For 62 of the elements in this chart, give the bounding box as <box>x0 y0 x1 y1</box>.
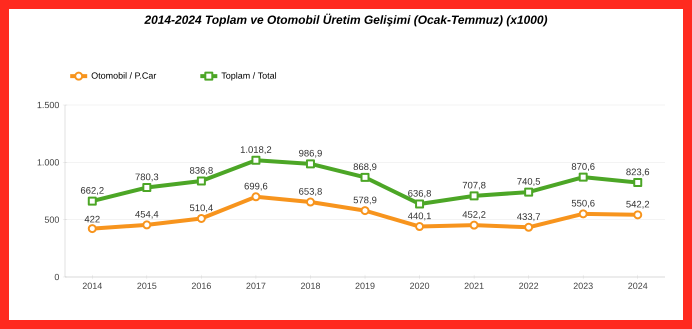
point <box>524 188 534 197</box>
point <box>88 224 97 234</box>
data-label: 870,6 <box>572 163 595 171</box>
y-tick-label: 0 <box>54 274 60 280</box>
data-label: 707,8 <box>462 182 486 190</box>
data-label: 1.018,2 <box>240 146 272 154</box>
point <box>578 209 588 218</box>
x-tick-label: 2021 <box>464 282 484 289</box>
data-label: 440,1 <box>408 212 431 220</box>
data-label: 578,9 <box>354 196 376 204</box>
data-label: 542,2 <box>626 200 650 209</box>
data-label: 740,5 <box>517 178 540 186</box>
point <box>415 199 424 208</box>
data-label: 868,9 <box>354 163 376 172</box>
data-label: 422 <box>84 216 100 222</box>
x-tick-label: 2019 <box>355 282 375 289</box>
y-tick-label: 500 <box>44 216 60 223</box>
x-tick-label: 2024 <box>628 282 648 289</box>
point <box>524 222 534 232</box>
y-tick-label: 1.000 <box>38 159 60 166</box>
x-tick-label: 2015 <box>137 282 156 289</box>
x-tick-label: 2016 <box>192 282 211 289</box>
point <box>251 156 260 165</box>
point <box>360 172 370 182</box>
data-label: 823,6 <box>626 168 650 176</box>
x-tick-label: 2022 <box>519 282 538 289</box>
data-label: 452,2 <box>462 211 486 219</box>
point <box>251 192 260 202</box>
chart-title: 2014-2024 Toplam ve Otomobil Üretim Gelişimi (Ocak-Temmuz) (x1000) <box>144 14 548 26</box>
point <box>633 178 642 188</box>
y-tick-label: 1.500 <box>38 102 60 108</box>
data-label: 653,8 <box>299 188 322 196</box>
data-label: 510,4 <box>190 204 213 212</box>
data-label: 986,9 <box>299 150 322 158</box>
x-tick-label: 2020 <box>410 282 430 289</box>
point <box>142 220 152 230</box>
data-label: 433,7 <box>517 213 540 222</box>
point <box>470 220 479 230</box>
x-tick-label: 2014 <box>82 282 102 289</box>
point <box>88 196 97 206</box>
point <box>306 198 315 207</box>
x-tick-label: 2017 <box>246 282 266 289</box>
point <box>306 159 315 168</box>
data-label: 699,6 <box>244 182 268 191</box>
data-label: 836,8 <box>190 167 213 175</box>
point <box>470 191 479 200</box>
point <box>360 206 370 216</box>
point <box>633 210 642 220</box>
x-tick-label: 2023 <box>574 282 593 289</box>
data-label: 454,4 <box>135 210 158 219</box>
legend-label: Toplam / Total <box>222 72 276 81</box>
legend-label: Otomobil / P.Car <box>92 72 156 79</box>
data-label: 636,8 <box>408 190 431 198</box>
point <box>196 214 206 223</box>
x-tick-label: 2018 <box>300 282 320 289</box>
data-label: 550,6 <box>572 200 595 208</box>
point <box>578 172 588 182</box>
data-label: 662,2 <box>80 187 104 195</box>
point <box>142 183 152 192</box>
point <box>196 176 206 186</box>
data-label: 780,3 <box>135 174 158 182</box>
point <box>415 222 424 232</box>
